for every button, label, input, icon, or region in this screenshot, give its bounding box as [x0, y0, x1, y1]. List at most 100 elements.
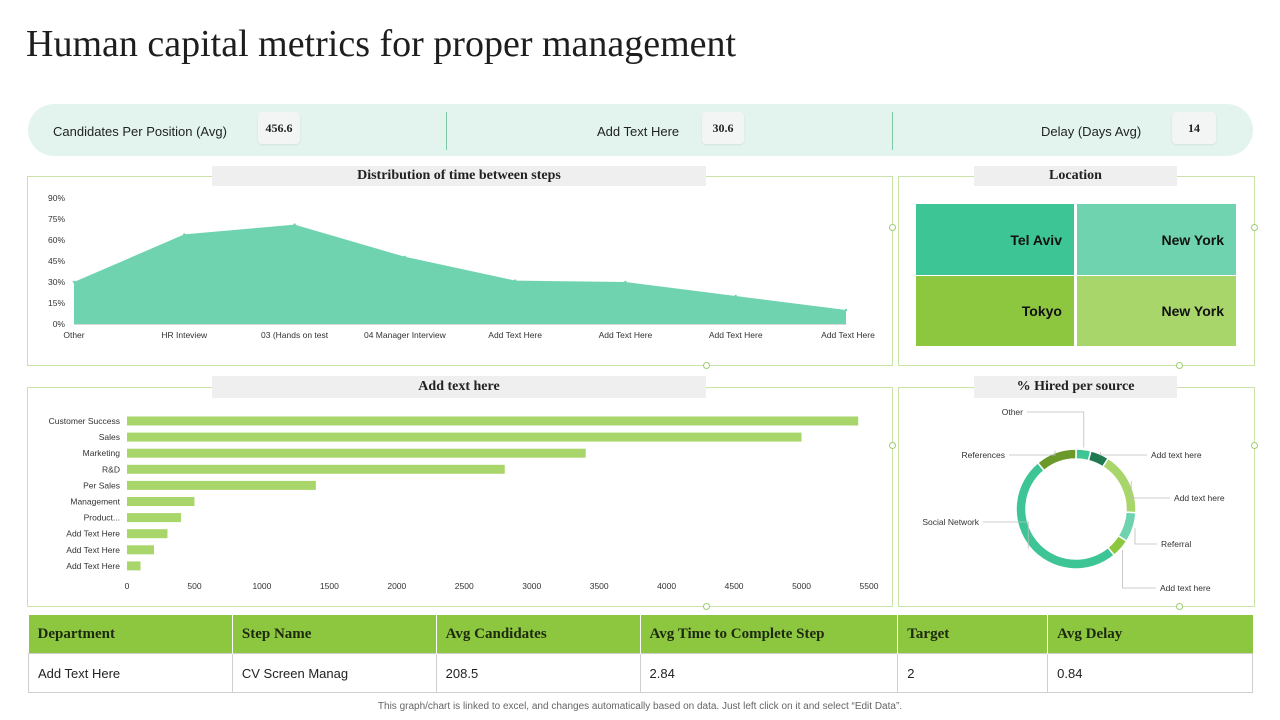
panel-handle [1251, 224, 1258, 231]
area-series [74, 224, 846, 324]
leader-line [1134, 528, 1157, 545]
data-point [734, 294, 737, 298]
x-tick-label: 2000 [387, 581, 406, 591]
bar [127, 448, 586, 458]
kpi-value-candidates: 456.6 [258, 112, 300, 144]
y-tick-label: 0% [53, 319, 66, 329]
panel-handle [1251, 442, 1258, 449]
bar [127, 497, 195, 506]
slice-label: Add text here [1174, 493, 1225, 503]
bar [127, 529, 168, 539]
panel-handle [703, 603, 710, 610]
y-tick-label: 30% [48, 277, 65, 287]
footnote: This graph/chart is linked to excel, and… [377, 701, 903, 712]
kpi-value-middle: 30.6 [702, 112, 744, 144]
leader-line [1130, 480, 1170, 499]
table-row: Add Text Here CV Screen Manag 208.5 2.84… [28, 653, 1253, 693]
page-title: Human capital metrics for proper managem… [26, 23, 737, 65]
hired-donut-chart[interactable]: Other Add text here Add text here Referral A… [899, 399, 1252, 604]
column-header: Avg Time to Complete Step [640, 615, 899, 654]
data-point [624, 280, 627, 284]
x-tick-label: 03 (Hands on test [261, 330, 329, 340]
column-header: Step Name [232, 615, 437, 654]
x-tick-label: 1000 [252, 581, 271, 591]
column-header: Avg Delay [1047, 615, 1253, 654]
x-tick-label: Add Text Here [709, 330, 763, 340]
y-tick-label: Add Text Here [66, 529, 120, 539]
panel-handle [1176, 362, 1183, 369]
distribution-area-chart[interactable]: 0% 15% 30% 45% 60% 75% 90% Other HR Inteview 03 (… [28, 186, 890, 362]
y-tick-label: R&D [102, 464, 120, 474]
x-tick-label: 2500 [455, 581, 474, 591]
x-tick-label: 5500 [860, 581, 879, 591]
x-tick-label: HR Inteview [161, 330, 208, 340]
data-point [844, 308, 848, 312]
x-tick-label: 1500 [320, 581, 339, 591]
slice-label: Add text here [1160, 583, 1211, 593]
y-tick-label: Product... [84, 513, 120, 523]
kpi-label-middle: Add Text Here [597, 124, 680, 139]
table-cell[interactable]: 2.84 [639, 653, 899, 693]
x-tick-label: 0 [125, 581, 130, 591]
x-tick-label: 3500 [590, 581, 609, 591]
kpi-label-delay: Delay (Days Avg) [1041, 124, 1142, 139]
table-cell[interactable]: 208.5 [435, 653, 641, 693]
column-header: Avg Candidates [436, 615, 641, 654]
leader-line [1027, 411, 1085, 448]
x-tick-label: 4000 [657, 581, 676, 591]
data-point [403, 255, 407, 258]
panel-handle [889, 442, 896, 449]
donut-slice [1015, 461, 1116, 570]
kpi-divider [446, 112, 447, 150]
data-point [513, 279, 517, 282]
panel-handle [1176, 603, 1183, 610]
table-cell[interactable]: 0.84 [1047, 653, 1253, 693]
data-point [293, 223, 296, 226]
column-header: Department [28, 615, 233, 654]
x-tick-label: 04 Manager Interview [364, 330, 447, 340]
x-tick-label: Add Text Here [599, 330, 653, 340]
y-tick-label: Management [70, 497, 120, 507]
y-tick-label: 60% [48, 235, 65, 245]
table-cell[interactable]: CV Screen Manag [231, 653, 437, 693]
leader-line [1122, 550, 1156, 589]
location-tile[interactable]: New York [1077, 204, 1236, 275]
bar [127, 480, 316, 490]
bars-panel-title: Add text here [212, 376, 706, 398]
column-header: Target [897, 615, 1049, 654]
location-tile[interactable]: Tel Aviv [916, 204, 1074, 275]
slice-label: Add text here [1151, 450, 1202, 460]
x-tick-label: 4500 [725, 581, 744, 591]
bar [127, 561, 141, 571]
bar [127, 432, 802, 442]
location-tile[interactable]: Tokyo [916, 276, 1074, 346]
table-cell[interactable]: Add Text Here [28, 653, 233, 693]
y-tick-label: Marketing [83, 448, 121, 458]
slice-label: Other [1002, 407, 1023, 417]
metrics-table: Department Step Name Avg Candidates Avg … [28, 615, 1253, 693]
location-panel-title: Location [974, 166, 1177, 186]
x-tick-label: Other [63, 330, 84, 340]
table-cell[interactable]: 2 [897, 653, 1049, 693]
y-tick-label: 15% [48, 298, 65, 308]
leader-line [1009, 450, 1056, 456]
slice-label: References [962, 450, 1005, 460]
department-bar-chart[interactable]: Customer Success Sales Marketing R&D Per Sal… [28, 400, 890, 604]
bar [127, 513, 181, 523]
table-header-row: Department Step Name Avg Candidates Avg … [28, 615, 1253, 654]
kpi-divider [892, 112, 893, 150]
leader-line [983, 521, 1029, 549]
y-tick-label: Sales [99, 432, 120, 442]
x-tick-label: 5000 [792, 581, 811, 591]
data-point [183, 233, 186, 236]
location-tile[interactable]: New York [1077, 276, 1236, 346]
y-tick-label: 75% [48, 214, 65, 224]
x-tick-label: Add Text Here [821, 330, 875, 340]
x-tick-label: 500 [187, 581, 201, 591]
data-point [72, 280, 76, 284]
leader-line [1100, 452, 1147, 456]
y-tick-label: 45% [48, 256, 65, 266]
panel-handle [889, 224, 896, 231]
kpi-value-delay: 14 [1172, 112, 1216, 144]
panel-handle [703, 362, 710, 369]
